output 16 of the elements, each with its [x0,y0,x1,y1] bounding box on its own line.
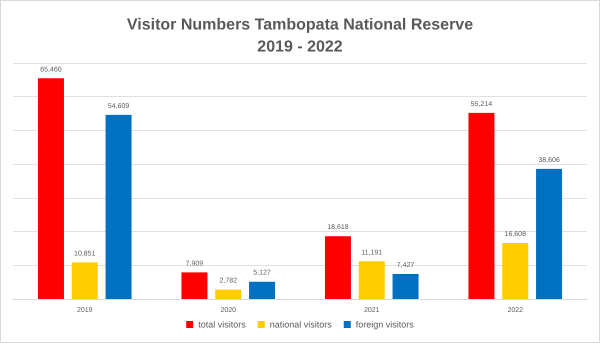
bar [392,274,419,299]
legend-label: total visitors [198,320,246,330]
bar [249,282,276,299]
bar [468,112,494,299]
bar [215,290,242,299]
bar [502,243,528,299]
bar [181,272,208,299]
chart-title: Visitor Numbers Tambopata National Reserve 2019 - 2022 [126,16,474,56]
legend-label: foreign visitors [356,320,414,330]
bar [536,168,562,299]
bar [72,262,98,299]
legend-label: national visitors [270,320,332,330]
bar [358,261,385,299]
bar [324,236,351,299]
bar [106,114,132,299]
bar [38,78,64,299]
